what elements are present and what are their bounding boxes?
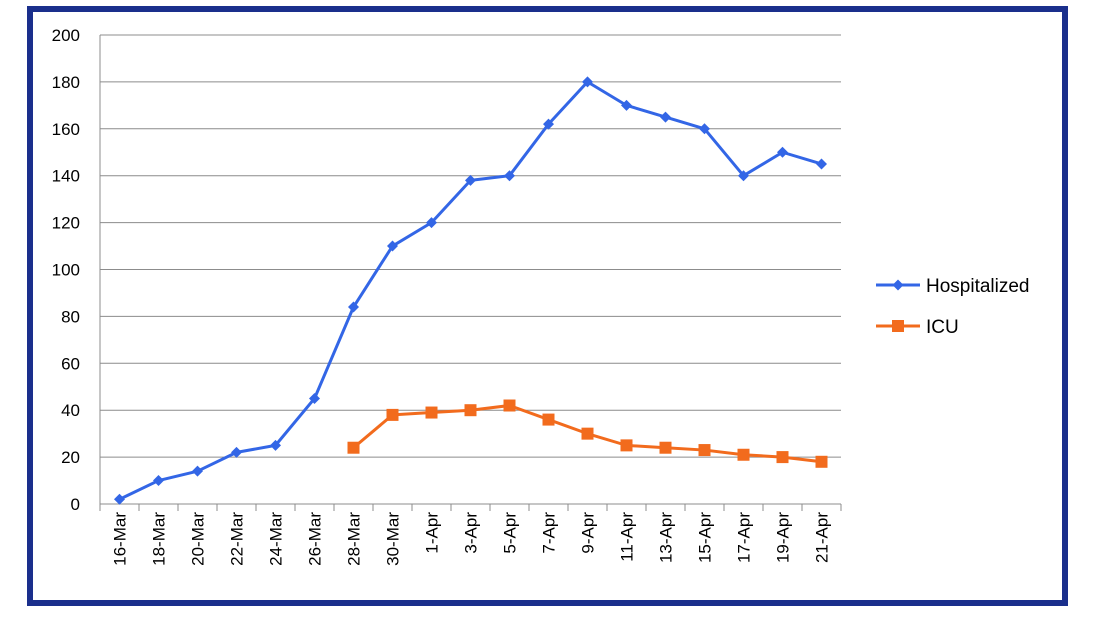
x-axis-tick-labels: 16-Mar 18-Mar 20-Mar 22-Mar 24-Mar 26-Mar 28-M… xyxy=(111,512,832,566)
data-point-diamond xyxy=(892,279,904,291)
data-point-square xyxy=(464,404,477,417)
data-point-diamond xyxy=(426,217,437,229)
x-tick-label: 22-Mar xyxy=(228,512,247,566)
data-point-square xyxy=(776,451,789,464)
data-point-diamond xyxy=(192,465,203,477)
data-point-diamond xyxy=(816,158,827,170)
legend-entry-hospitalized: Hospitalized xyxy=(876,276,1030,297)
series-icu xyxy=(347,399,828,468)
y-tick-label: 160 xyxy=(52,120,80,139)
data-point-square xyxy=(620,439,633,452)
x-tick-label: 11-Apr xyxy=(618,512,637,562)
x-tick-label: 21-Apr xyxy=(813,512,832,563)
data-point-diamond xyxy=(348,301,359,313)
x-tick-label: 20-Mar xyxy=(189,512,208,566)
data-point-square xyxy=(815,455,828,468)
series-line xyxy=(118,80,822,501)
y-tick-label: 100 xyxy=(52,261,80,280)
data-point-diamond xyxy=(777,146,788,158)
data-point-square xyxy=(542,413,555,426)
x-tick-label: 5-Apr xyxy=(501,512,520,554)
y-tick-label: 20 xyxy=(61,448,80,467)
data-point-diamond xyxy=(387,240,398,252)
gridlines xyxy=(100,34,841,458)
data-point-square xyxy=(581,427,594,440)
data-point-square xyxy=(698,444,711,457)
x-tick-label: 9-Apr xyxy=(579,512,598,554)
y-tick-label: 80 xyxy=(61,307,80,326)
data-point-diamond xyxy=(309,392,320,404)
x-tick-label: 30-Mar xyxy=(384,512,403,566)
legend-label: Hospitalized xyxy=(926,276,1030,297)
x-tick-label: 13-Apr xyxy=(657,512,676,563)
x-tick-label: 1-Apr xyxy=(423,512,442,554)
data-point-square xyxy=(425,406,438,419)
axes xyxy=(99,35,842,511)
legend: Hospitalized ICU xyxy=(876,276,1030,338)
chart-frame xyxy=(27,6,1068,606)
data-point-diamond xyxy=(153,475,164,487)
series-lines xyxy=(114,76,828,505)
x-tick-label: 3-Apr xyxy=(462,512,481,554)
data-point-square xyxy=(892,320,904,332)
y-tick-label: 140 xyxy=(52,167,80,186)
y-tick-label: 120 xyxy=(52,214,80,233)
data-point-diamond xyxy=(582,76,593,88)
data-point-square xyxy=(386,408,399,421)
x-tick-label: 18-Mar xyxy=(150,512,169,566)
legend-entry-icu: ICU xyxy=(876,317,959,338)
data-point-square xyxy=(503,399,516,412)
data-point-diamond xyxy=(699,123,710,135)
x-tick-label: 28-Mar xyxy=(345,512,364,566)
data-point-square xyxy=(737,448,750,461)
data-point-diamond xyxy=(465,174,476,186)
data-point-diamond xyxy=(738,170,749,182)
y-tick-label: 180 xyxy=(52,73,80,92)
x-tick-label: 26-Mar xyxy=(306,512,325,566)
y-tick-label: 40 xyxy=(61,401,80,420)
y-axis-tick-labels: 0 20 40 60 80 100 120 140 160 180 200 xyxy=(52,26,80,514)
data-point-diamond xyxy=(504,170,515,182)
data-point-diamond xyxy=(114,493,125,505)
data-point-square xyxy=(347,441,360,454)
data-point-diamond xyxy=(231,446,242,458)
x-tick-label: 19-Apr xyxy=(774,512,793,563)
data-point-diamond xyxy=(543,118,554,130)
x-tick-label: 24-Mar xyxy=(267,512,286,566)
data-point-diamond xyxy=(270,439,281,451)
x-tick-label: 7-Apr xyxy=(540,512,559,554)
data-point-diamond xyxy=(621,99,632,111)
series-hospitalized xyxy=(114,76,827,505)
legend-label: ICU xyxy=(926,317,959,338)
y-tick-label: 0 xyxy=(71,495,80,514)
data-point-diamond xyxy=(660,111,671,123)
x-tick-label: 17-Apr xyxy=(735,512,754,563)
y-tick-label: 200 xyxy=(52,26,80,45)
x-tick-label: 16-Mar xyxy=(111,512,130,566)
y-tick-label: 60 xyxy=(61,354,80,373)
data-point-square xyxy=(659,441,672,454)
x-tick-label: 15-Apr xyxy=(696,512,715,563)
